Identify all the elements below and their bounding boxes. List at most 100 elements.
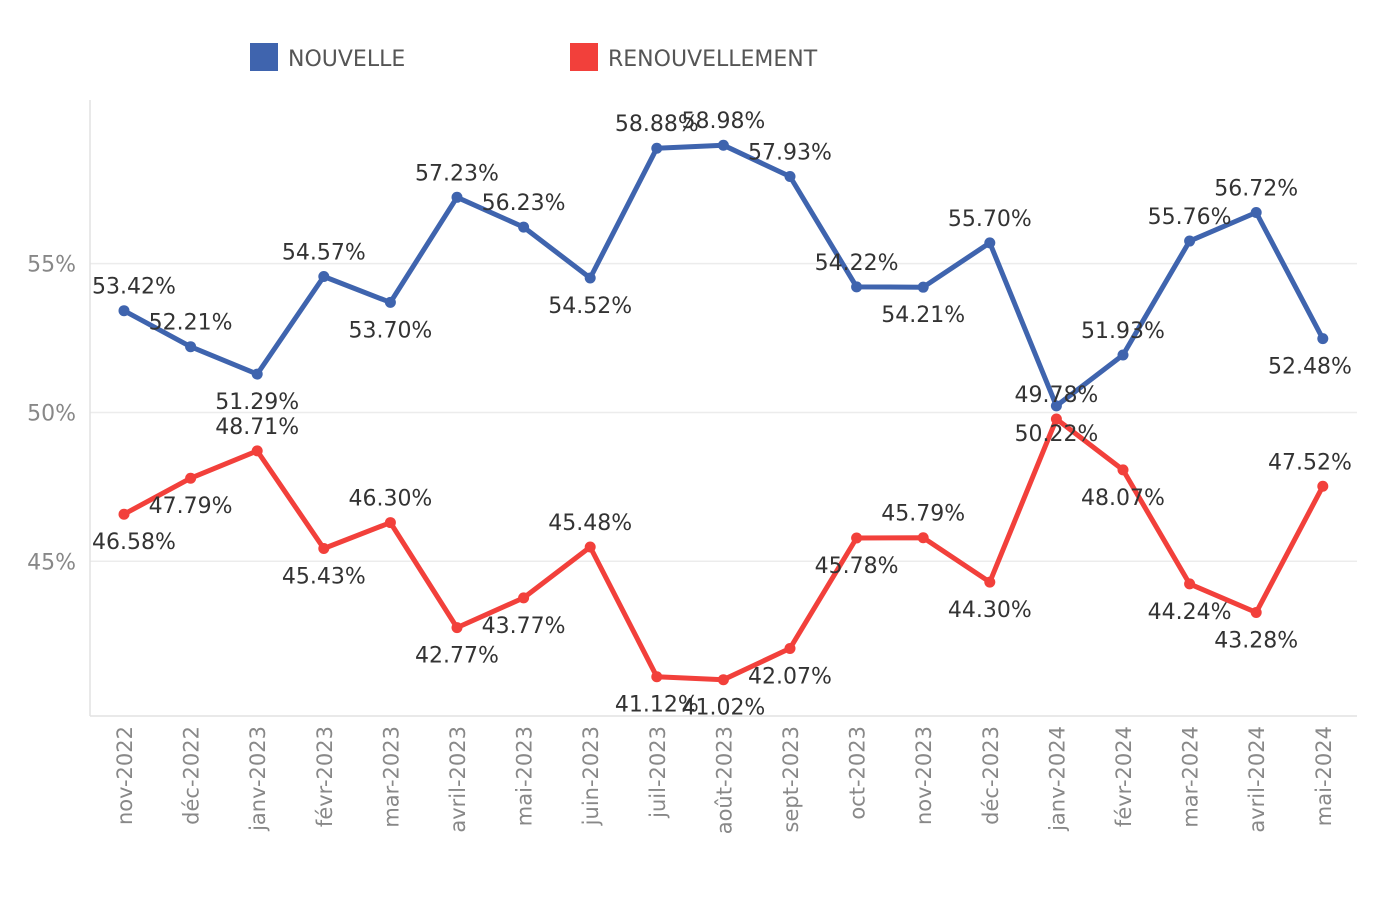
x-tick-label: févr-2024 <box>1112 726 1136 827</box>
data-point <box>118 508 130 520</box>
legend: NOUVELLE RENOUVELLEMENT <box>250 43 818 72</box>
data-point <box>984 237 996 249</box>
data-label: 51.29% <box>215 390 299 415</box>
data-label: 42.07% <box>748 664 832 689</box>
data-point <box>384 517 396 529</box>
data-label: 55.76% <box>1148 205 1232 230</box>
data-point <box>1050 413 1062 425</box>
data-label: 43.28% <box>1214 628 1298 653</box>
data-point <box>917 532 929 544</box>
x-tick-label: déc-2023 <box>979 726 1003 825</box>
x-tick-label: sept-2023 <box>779 726 803 832</box>
data-point <box>1117 464 1129 476</box>
data-label: 54.52% <box>548 294 632 319</box>
data-point <box>451 622 463 634</box>
data-point <box>1250 606 1262 618</box>
y-tick-label: 50% <box>27 401 76 426</box>
data-labels: 53.42% 52.21% 51.29% 54.57% 53.70% 57.23% 56.2… <box>92 109 1352 720</box>
data-point <box>518 592 530 604</box>
legend-swatch-nouvelle <box>250 43 278 71</box>
data-label: 54.57% <box>282 240 366 265</box>
x-tick-label: août-2023 <box>712 726 736 834</box>
data-point <box>851 532 863 544</box>
series-line-nouvelle <box>121 142 1326 409</box>
data-point <box>717 674 729 686</box>
data-point <box>318 542 330 554</box>
data-point <box>384 296 396 308</box>
x-tick-label: nov-2022 <box>113 726 137 825</box>
data-label: 58.98% <box>681 109 765 134</box>
data-point <box>451 191 463 203</box>
data-point <box>185 472 197 484</box>
data-label: 50.22% <box>1014 422 1098 447</box>
y-tick-label: 55% <box>27 253 76 278</box>
data-label: 41.02% <box>681 696 765 721</box>
y-axis-ticks: 45% 50% 55% <box>27 253 76 576</box>
data-point <box>784 170 796 182</box>
legend-label-nouvelle: NOUVELLE <box>288 47 405 72</box>
legend-swatch-renouvellement <box>570 43 598 71</box>
x-tick-label: juil-2023 <box>646 726 670 819</box>
data-label: 52.21% <box>149 311 233 336</box>
x-tick-label: mai-2023 <box>513 726 537 826</box>
data-point <box>651 671 663 683</box>
x-tick-label: avril-2023 <box>446 726 470 833</box>
data-label: 48.71% <box>215 415 299 440</box>
data-label: 54.22% <box>815 251 899 276</box>
data-point <box>1250 206 1262 218</box>
data-label: 44.30% <box>948 598 1032 623</box>
x-tick-label: janv-2024 <box>1045 726 1069 832</box>
data-point <box>584 541 596 553</box>
data-point <box>917 281 929 293</box>
data-point <box>584 272 596 284</box>
x-tick-label: juin-2023 <box>579 726 603 826</box>
data-label: 57.23% <box>415 161 499 186</box>
data-point <box>1317 333 1329 345</box>
data-point <box>1117 349 1129 361</box>
data-label: 56.72% <box>1214 176 1298 201</box>
data-label: 51.93% <box>1081 319 1165 344</box>
data-label: 45.78% <box>815 554 899 579</box>
x-tick-label: avril-2024 <box>1245 726 1269 833</box>
data-point <box>984 576 996 588</box>
x-tick-label: oct-2023 <box>846 726 870 820</box>
data-label: 41.12% <box>615 693 699 718</box>
data-point <box>1050 400 1062 412</box>
x-tick-label: mar-2023 <box>379 726 403 828</box>
data-label: 45.43% <box>282 564 366 589</box>
x-axis-ticks: nov-2022 déc-2022 janv-2023 févr-2023 mar-20… <box>113 726 1336 834</box>
x-tick-label: mar-2024 <box>1179 726 1203 828</box>
series <box>118 139 1329 686</box>
data-label: 58.88% <box>615 112 699 137</box>
data-point <box>651 142 663 154</box>
data-label: 47.79% <box>149 494 233 519</box>
data-label: 42.77% <box>415 644 499 669</box>
data-label: 46.58% <box>92 530 176 555</box>
data-label: 52.48% <box>1268 355 1352 380</box>
data-label: 55.70% <box>948 207 1032 232</box>
data-label: 47.52% <box>1268 450 1352 475</box>
data-point <box>851 281 863 293</box>
y-tick-label: 45% <box>27 550 76 575</box>
x-tick-label: déc-2022 <box>180 726 204 825</box>
axes <box>89 100 1357 717</box>
gridlines <box>90 262 1357 563</box>
data-point <box>318 270 330 282</box>
data-label: 53.70% <box>348 318 432 343</box>
x-tick-label: févr-2023 <box>313 726 337 827</box>
data-label: 45.79% <box>881 502 965 527</box>
data-point <box>784 642 796 654</box>
data-label: 57.93% <box>748 140 832 165</box>
data-point <box>717 139 729 151</box>
data-point <box>1184 235 1196 247</box>
legend-label-renouvellement: RENOUVELLEMENT <box>608 47 818 72</box>
x-tick-label: janv-2023 <box>246 726 270 832</box>
data-label: 48.07% <box>1081 486 1165 511</box>
data-point <box>1184 578 1196 590</box>
data-label: 45.48% <box>548 511 632 536</box>
data-point <box>518 221 530 233</box>
data-point <box>251 368 263 380</box>
data-point <box>1317 480 1329 492</box>
data-label: 49.78% <box>1014 383 1098 408</box>
